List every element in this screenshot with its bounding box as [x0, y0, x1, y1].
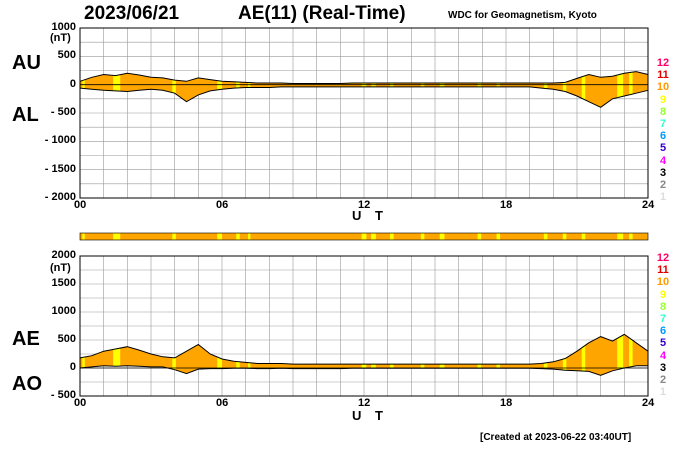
activity-band — [617, 334, 624, 376]
y-tick-label: - 500 — [50, 389, 76, 401]
al-line — [79, 86, 649, 108]
x-axis-title-top: U T — [352, 208, 388, 223]
legend-item: 3 — [659, 166, 667, 179]
strip-highlight — [439, 233, 445, 240]
x-tick-label: 00 — [74, 397, 87, 409]
legend-item: 12 — [656, 57, 670, 69]
ae-line — [79, 333, 649, 365]
strip-highlight — [236, 233, 240, 240]
activity-band — [629, 71, 633, 108]
activity-band — [581, 71, 586, 108]
x-tick-label: 12 — [358, 397, 371, 409]
legend-item: 11 — [657, 264, 669, 277]
legend-item: 9 — [659, 288, 667, 301]
y-tick-label: 1500 — [51, 277, 76, 289]
y-tick-label: - 1000 — [44, 134, 76, 147]
x-tick-label: 12 — [358, 199, 371, 211]
x-tick-label: 18 — [500, 397, 513, 409]
strip-highlight — [543, 233, 548, 240]
legend-item: 6 — [659, 325, 667, 338]
chart-title: AE(11) (Real-Time) — [238, 3, 406, 24]
legend-item: 2 — [659, 179, 667, 191]
panel-1 — [79, 27, 649, 199]
strip-highlight — [390, 233, 394, 240]
al-label: AL — [12, 104, 39, 126]
ae-label: AE — [12, 328, 40, 350]
x-tick-label: 06 — [216, 397, 229, 409]
strip-highlight — [113, 233, 121, 240]
legend-item: 12 — [656, 252, 670, 264]
y-tick-label: 2000 — [51, 249, 76, 261]
legend-item: 6 — [659, 130, 667, 143]
strip-highlight — [217, 233, 222, 240]
unit-label-top: (nT) — [50, 32, 71, 44]
strip-highlight — [172, 233, 176, 240]
panel-2 — [79, 255, 649, 397]
plot-frame — [79, 255, 649, 397]
plot-frame — [79, 27, 649, 199]
activity-band — [113, 334, 121, 376]
legend-item: 8 — [659, 105, 667, 118]
strip-highlight — [420, 233, 425, 240]
activity-band — [581, 334, 586, 376]
created-timestamp: [Created at 2023-06-22 03:40UT] — [480, 432, 632, 443]
activity-band — [617, 71, 624, 108]
x-axis-title-bottom: U T — [352, 408, 388, 423]
strip-highlight — [581, 233, 586, 240]
y-tick-label: 0 — [69, 361, 76, 373]
y-tick-label: - 500 — [50, 106, 76, 118]
strip-highlight — [82, 233, 85, 240]
legend-item: 8 — [659, 300, 667, 313]
activity-band — [562, 71, 567, 108]
credit-text: WDC for Geomagnetism, Kyoto — [448, 10, 597, 21]
legend-item: 10 — [656, 81, 670, 94]
strip-highlight — [248, 233, 251, 240]
activity-band — [172, 71, 176, 108]
au-label: AU — [12, 52, 41, 74]
x-tick-label: 06 — [216, 199, 229, 211]
legend-item: 7 — [659, 118, 667, 130]
activity-band — [629, 334, 633, 376]
legend-item: 11 — [657, 69, 669, 82]
x-tick-label: 24 — [642, 199, 655, 211]
y-tick-label: 500 — [57, 333, 76, 345]
activity-band — [113, 71, 121, 108]
y-tick-label: 1000 — [51, 21, 76, 33]
y-tick-label: - 1500 — [44, 162, 76, 175]
x-tick-label: 24 — [642, 397, 655, 409]
strip-highlight — [477, 233, 482, 240]
legend-item: 10 — [656, 276, 670, 289]
legend-item: 9 — [659, 93, 667, 106]
legend-item: 1 — [659, 386, 667, 399]
strip-highlight — [496, 233, 501, 240]
legend-item: 3 — [659, 361, 667, 374]
y-tick-label: 500 — [57, 49, 76, 62]
legend-item: 4 — [659, 154, 667, 167]
y-tick-label: 0 — [69, 77, 76, 90]
legend-item: 1 — [659, 191, 667, 204]
y-tick-label: - 2000 — [44, 191, 76, 203]
strip-highlight — [629, 233, 633, 240]
legend-item: 4 — [659, 349, 667, 362]
ao-label: AO — [12, 373, 42, 395]
x-tick-label: 18 — [500, 199, 513, 211]
chart-date: 2023/06/21 — [84, 3, 180, 24]
strip-highlight — [361, 233, 367, 240]
legend-item: 5 — [659, 337, 667, 350]
strip-highlight — [617, 233, 624, 240]
y-tick-label: 1000 — [51, 305, 76, 317]
strip-highlight — [562, 233, 567, 240]
legend-item: 5 — [659, 142, 667, 155]
legend-item: 7 — [659, 313, 667, 325]
legend-item: 2 — [659, 374, 667, 386]
activity-strip — [79, 232, 649, 241]
unit-label-bottom: (nT) — [50, 262, 71, 274]
au-line — [79, 71, 649, 84]
strip-highlight — [371, 233, 376, 240]
x-tick-label: 00 — [74, 199, 87, 211]
